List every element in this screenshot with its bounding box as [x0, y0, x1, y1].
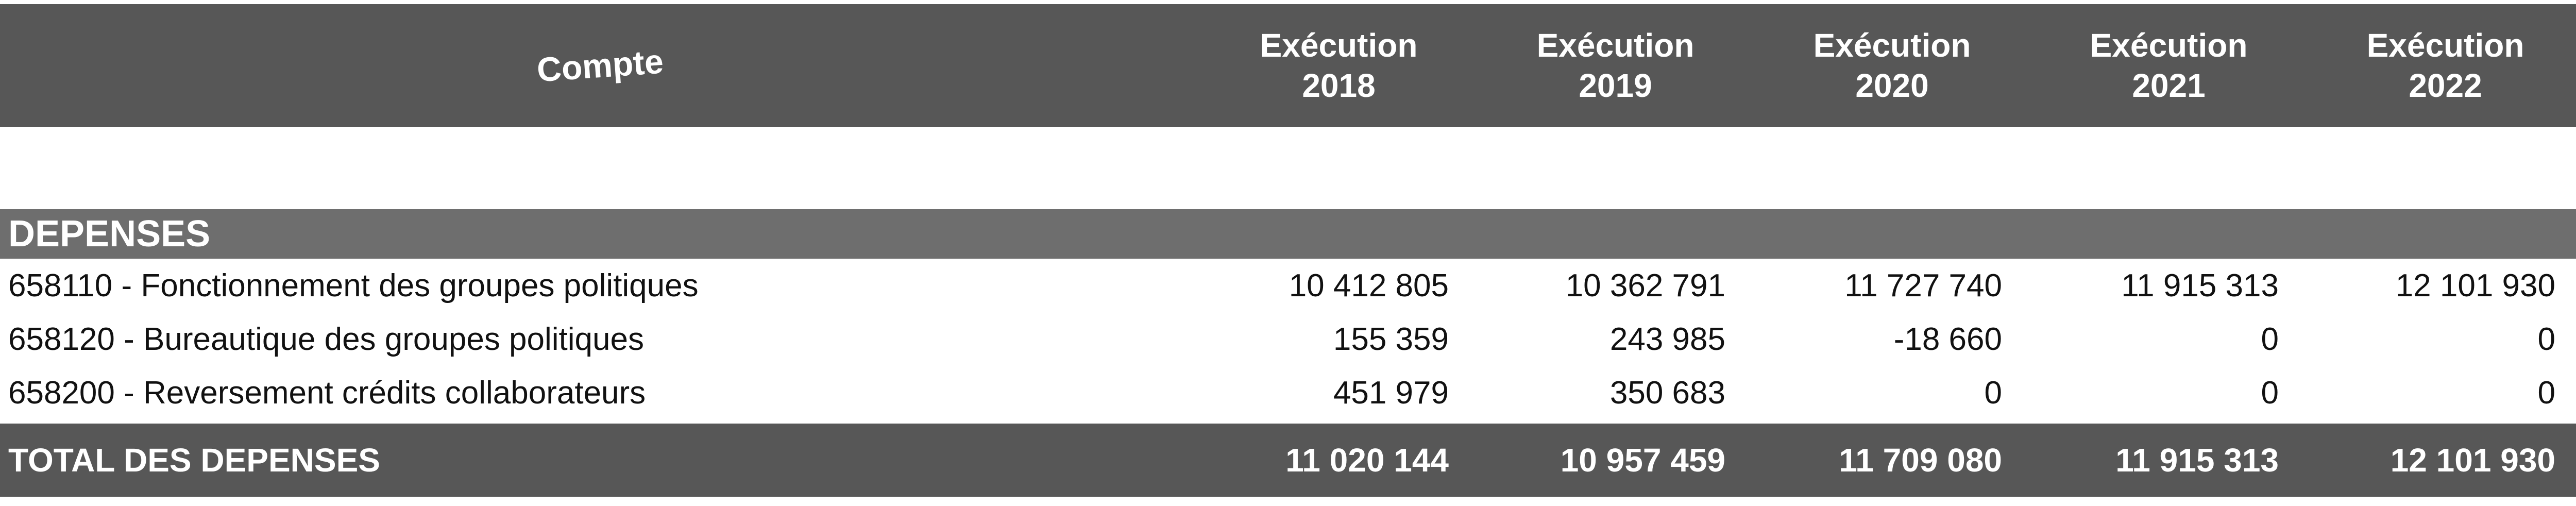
total-row: TOTAL DES DEPENSES 11 020 144 10 957 459…: [0, 424, 2576, 497]
header-line1: Exécution: [1813, 26, 1971, 64]
section-label: DEPENSES: [8, 213, 211, 255]
amount-2021: 11 915 313: [2121, 267, 2279, 303]
header-line1: Exécution: [2366, 26, 2524, 64]
amount-2019: 243 985: [1609, 321, 1725, 357]
header-line2: 2020: [1855, 67, 1929, 104]
column-header-execution-2018: Exécution 2018: [1200, 25, 1477, 106]
table-row-658120: 658120 - Bureautique des groupes politiq…: [0, 312, 2576, 366]
total-2022: 12 101 930: [2390, 442, 2555, 479]
column-header-execution-2020: Exécution 2020: [1754, 25, 2030, 106]
amount-2018: 451 979: [1333, 375, 1449, 411]
amount-2019: 350 683: [1609, 375, 1725, 411]
amount-2020: 11 727 740: [1844, 267, 2002, 303]
account-label: 658120 - Bureautique des groupes politiq…: [8, 321, 645, 357]
total-2018: 11 020 144: [1285, 442, 1449, 479]
amount-2018: 155 359: [1333, 321, 1449, 357]
account-label: 658110 - Fonctionnement des groupes poli…: [8, 267, 699, 303]
header-line2: 2022: [2409, 67, 2482, 104]
header-line1: Exécution: [1260, 26, 1418, 64]
column-header-execution-2019: Exécution 2019: [1477, 25, 1754, 106]
amount-2022: 0: [2537, 375, 2555, 411]
header-line2: 2019: [1579, 67, 1652, 104]
table-row-658110: 658110 - Fonctionnement des groupes poli…: [0, 259, 2576, 312]
header-line2: 2021: [2132, 67, 2206, 104]
amount-2019: 10 362 791: [1565, 267, 1725, 303]
amount-2021: 0: [2261, 321, 2279, 357]
column-header-execution-2021: Exécution 2021: [2030, 25, 2307, 106]
total-2020: 11 709 080: [1839, 442, 2002, 479]
header-line2: 2018: [1302, 67, 1376, 104]
amount-2020: -18 660: [1893, 321, 2002, 357]
amount-2021: 0: [2261, 375, 2279, 411]
table-header-row: Compte Exécution 2018 Exécution 2019 Exé…: [0, 4, 2576, 127]
total-2021: 11 915 313: [2115, 442, 2279, 479]
total-label: TOTAL DES DEPENSES: [8, 442, 380, 479]
header-line1: Exécution: [1536, 26, 1694, 64]
header-line1: Exécution: [2090, 26, 2248, 64]
column-header-execution-2022: Exécution 2022: [2307, 25, 2576, 106]
section-header-depenses: DEPENSES: [0, 209, 2576, 259]
amount-2018: 10 412 805: [1289, 267, 1449, 303]
amount-2022: 0: [2537, 321, 2555, 357]
table-row-658200: 658200 - Reversement crédits collaborate…: [0, 366, 2576, 419]
compte-header-label: Compte: [535, 46, 665, 85]
amount-2020: 0: [1984, 375, 2002, 411]
amount-2022: 12 101 930: [2395, 267, 2555, 303]
blank-row: [0, 127, 2576, 209]
column-header-compte: Compte: [0, 46, 1200, 85]
account-label: 658200 - Reversement crédits collaborate…: [8, 375, 646, 411]
total-2019: 10 957 459: [1560, 442, 1725, 479]
